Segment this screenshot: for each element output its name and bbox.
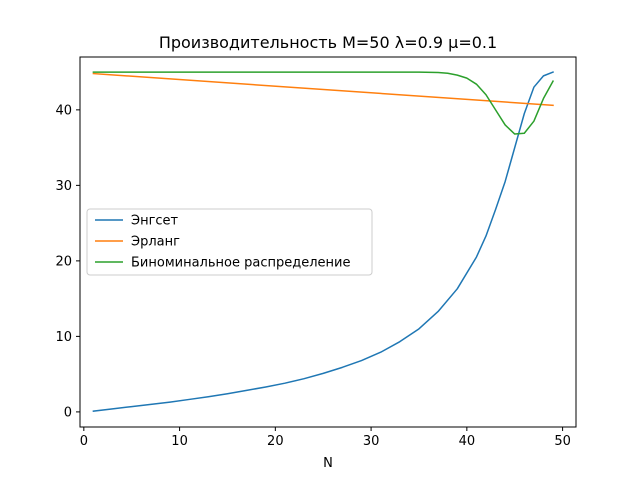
plot-lines [92, 71, 555, 412]
plot-frame [79, 56, 577, 428]
x-tick-label: 10 [171, 434, 188, 449]
y-tick-label: 20 [55, 254, 72, 269]
legend: Энгсет Эрланг Биноминальное распределение [86, 208, 373, 276]
x-axis: 0 10 20 30 40 50 [80, 427, 571, 449]
y-tick-label: 40 [55, 103, 72, 118]
legend-label: Биноминальное распределение [131, 256, 350, 271]
y-tick-label: 30 [55, 179, 72, 194]
legend-label: Эрланг [131, 235, 180, 250]
x-tick-label: 40 [459, 434, 476, 449]
x-tick-label: 30 [363, 434, 380, 449]
x-axis-label: N [323, 456, 333, 471]
y-tick-label: 0 [64, 405, 72, 420]
x-tick-label: 20 [267, 434, 284, 449]
series-line-2 [92, 72, 554, 107]
x-tick-label: 0 [80, 434, 88, 449]
chart-title: Производительность M=50 λ=0.9 μ=0.1 [159, 33, 497, 52]
x-tick-label: 50 [554, 434, 571, 449]
series-line-3 [92, 71, 555, 135]
legend-label: Энгсет [131, 214, 179, 229]
y-tick-label: 10 [55, 330, 72, 345]
y-axis: 0 10 20 30 40 [55, 103, 80, 420]
legend-box [86, 208, 373, 276]
series-line-1 [92, 71, 554, 412]
